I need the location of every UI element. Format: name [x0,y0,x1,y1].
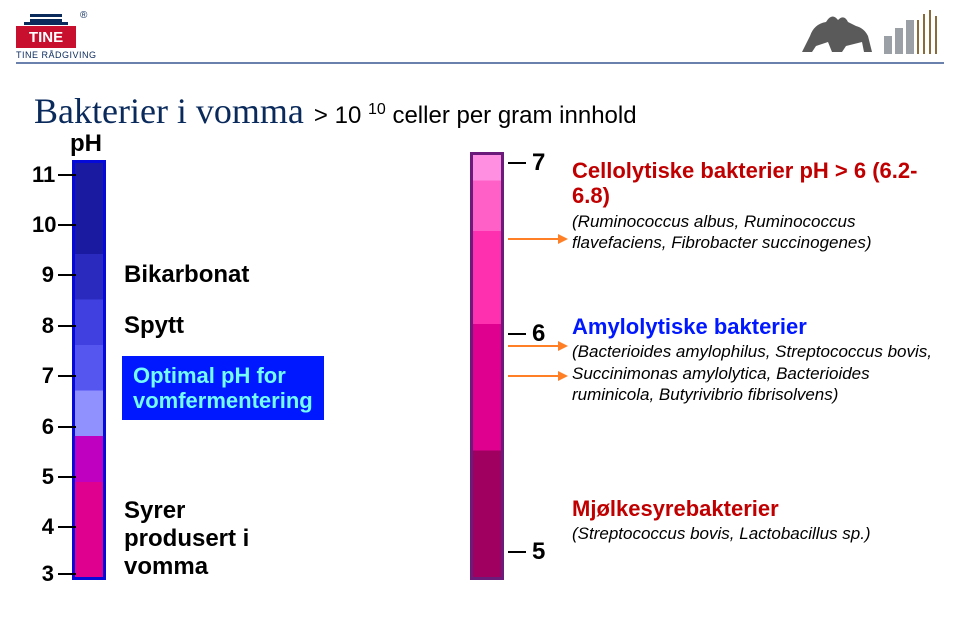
svg-text:®: ® [80,10,88,21]
left-tick: 6 [32,414,80,440]
mid-label: Syrerprodusert ivomma [124,497,249,581]
group-title: Cellolytiske bakterier pH > 6 (6.2-6.8) [572,158,940,209]
subtitle: > 10 10 celler per gram innhold [314,101,637,130]
group-subtitle: (Bacterioides amylophilus, Streptococcus… [572,341,940,405]
title-row: Bakterier i vomma > 10 10 celler per gra… [34,90,637,132]
left-tick: 9 [32,262,80,288]
left-tick-line [58,325,76,327]
tine-logo: TINE ® TINE RÅDGIVING [16,8,97,60]
left-tick-label: 6 [32,414,54,440]
right-tick-line [508,551,526,553]
bacteria-group: Cellolytiske bakterier pH > 6 (6.2-6.8)(… [572,158,940,253]
right-tick-label: 5 [532,538,545,566]
left-tick: 5 [32,464,80,490]
left-tick: 8 [32,313,80,339]
left-tick: 10 [32,212,80,238]
right-tick: 6 [508,320,545,348]
subtitle-prefix: > 10 [314,102,361,129]
svg-text:TINE: TINE [29,29,63,46]
left-tick: 4 [32,514,80,540]
right-tick-line [508,333,526,335]
subtitle-exp: 10 [368,101,386,118]
goat-graphic [792,6,942,63]
header-separator [16,62,944,64]
left-tick-label: 11 [32,162,54,188]
left-tick-line [58,573,76,575]
right-tick-label: 6 [532,320,545,348]
left-tick-label: 5 [32,464,54,490]
group-title: Mjølkesyrebakterier [572,496,871,521]
left-tick-label: 4 [32,514,54,540]
tine-subbrand: TINE RÅDGIVING [16,50,97,60]
left-tick: 11 [32,162,80,188]
left-tick-label: 10 [32,212,54,238]
subtitle-suffix: celler per gram innhold [392,102,636,129]
pointer-arrow [508,238,566,240]
left-tick-label: 7 [32,363,54,389]
mid-label: Spytt [124,312,184,340]
mid-label: Bikarbonat [124,261,249,289]
ph-label: pH [70,130,102,158]
right-tick-line [508,162,526,164]
bacteria-group: Amylolytiske bakterier(Bacterioides amyl… [572,314,940,405]
left-tick-label: 3 [32,561,54,587]
left-tick-line [58,375,76,377]
left-tick-line [58,174,76,176]
pointer-arrow [508,375,566,377]
left-tick: 3 [32,561,80,587]
left-tick-line [58,224,76,226]
tine-logo-icon: TINE ® [16,8,94,48]
page-title: Bakterier i vomma [34,90,304,132]
right-tick: 5 [508,538,545,566]
pointer-arrow [508,345,566,347]
left-tick: 7 [32,363,80,389]
right-tick: 7 [508,149,545,177]
left-tick-line [58,526,76,528]
group-subtitle: (Ruminococcus albus, Ruminococcus flavef… [572,211,940,254]
optimal-ph-box: Optimal pH forvomfermentering [122,356,324,421]
bacteria-group: Mjølkesyrebakterier(Streptococcus bovis,… [572,496,871,545]
group-subtitle: (Streptococcus bovis, Lactobacillus sp.) [572,523,871,544]
left-tick-line [58,476,76,478]
group-title: Amylolytiske bakterier [572,314,940,339]
right-tick-label: 7 [532,149,545,177]
left-tick-line [58,274,76,276]
left-tick-line [58,426,76,428]
left-tick-label: 8 [32,313,54,339]
left-tick-label: 9 [32,262,54,288]
header: TINE ® TINE RÅDGIVING [0,0,960,64]
right-ph-bar [470,152,504,580]
goat-icon [792,6,942,58]
